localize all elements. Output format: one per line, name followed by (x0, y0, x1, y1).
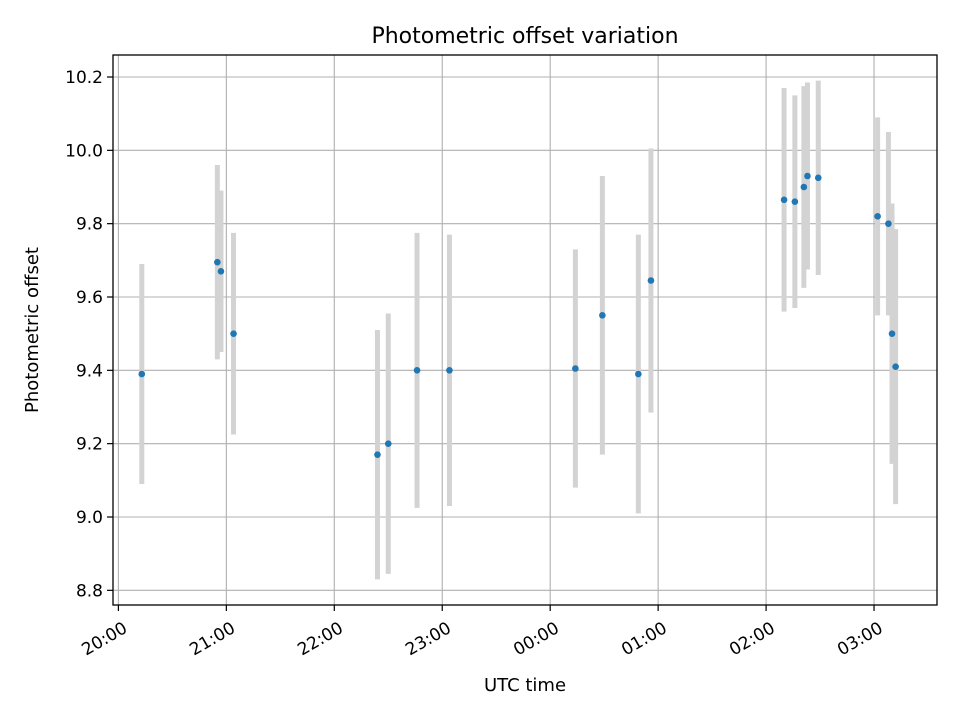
data-point (635, 370, 642, 378)
data-point (804, 172, 811, 180)
data-point (217, 268, 225, 275)
y-tick-label: 9.8 (76, 215, 103, 235)
y-tick-label: 8.8 (76, 581, 103, 601)
y-tick-label: 9.4 (76, 361, 103, 381)
x-axis-label: UTC time (484, 675, 566, 696)
data-point (374, 451, 381, 458)
data-point (892, 363, 899, 370)
data-point (885, 220, 892, 227)
data-point (214, 258, 221, 266)
y-tick-label: 9.2 (76, 435, 103, 455)
data-point (888, 330, 896, 337)
data-point (138, 370, 146, 378)
plot-frame (112, 54, 938, 606)
data-point (647, 277, 655, 284)
data-point (780, 196, 788, 204)
data-point (446, 367, 453, 374)
data-points (138, 172, 899, 458)
data-point (572, 365, 579, 372)
data-point (384, 440, 392, 447)
data-point (413, 367, 421, 374)
data-point (874, 213, 881, 220)
y-tick-label: 10.0 (65, 141, 103, 161)
chart-title: Photometric offset variation (371, 24, 678, 49)
data-point (791, 198, 799, 205)
data-point (230, 330, 237, 337)
y-axis-label: Photometric offset (22, 247, 43, 413)
data-point (814, 174, 822, 182)
y-tick-label: 9.6 (76, 288, 103, 308)
grid-lines (113, 55, 937, 605)
data-point (800, 183, 808, 191)
y-axis-ticks: 8.8 9.0 9.2 9.4 9.6 9.8 10.0 10.2 (65, 68, 113, 601)
y-tick-label: 10.2 (65, 68, 103, 88)
data-point (599, 312, 606, 319)
y-tick-label: 9.0 (76, 508, 103, 528)
